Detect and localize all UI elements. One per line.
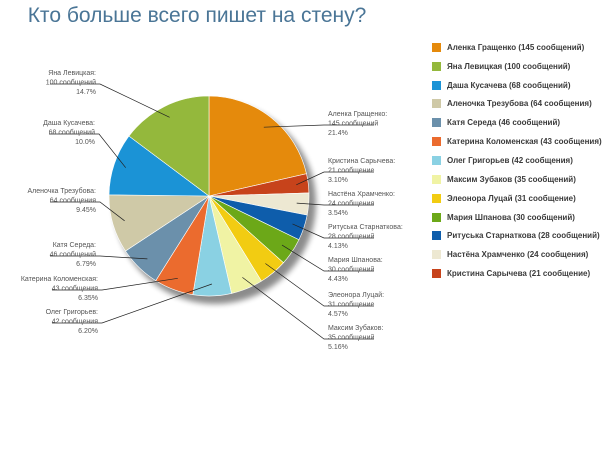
data-label-name: Яна Левицкая: — [48, 70, 96, 77]
legend-item: Настёна Храмченко (24 сообщения) — [430, 245, 602, 264]
data-label-name: Катя Середа: — [53, 242, 96, 249]
legend-swatch — [432, 212, 441, 222]
legend-item: Кристина Сарычева (21 сообщение) — [430, 264, 602, 283]
legend-label: Олег Григорьев (42 сообщения) — [447, 155, 573, 165]
legend-label: Яна Левицкая (100 сообщений) — [447, 61, 571, 71]
data-label-percent: 4.43% — [328, 276, 348, 283]
legend-item: Ритуська Старнаткова (28 сообщений) — [430, 226, 602, 245]
data-label-percent: 10.0% — [75, 139, 95, 146]
legend-label: Ритуська Старнаткова (28 сообщений) — [447, 231, 600, 241]
leader-line — [49, 133, 126, 168]
leader-line — [296, 171, 374, 186]
data-label-name: Аленочка Трезубова: — [27, 187, 96, 195]
data-label-name: Олег Григорьев: — [46, 309, 98, 316]
data-label-value: 100 сообщений — [46, 79, 96, 87]
leader-line — [50, 255, 148, 260]
legend-swatch — [432, 231, 441, 241]
data-label-percent: 21.4% — [328, 130, 348, 137]
legend-swatch — [432, 155, 441, 165]
leader-line — [242, 277, 374, 340]
leader-line — [50, 83, 170, 118]
data-label-value: 68 сообщений — [49, 129, 95, 137]
leader-line — [296, 202, 374, 206]
data-label-value: 64 сообщения — [50, 197, 96, 205]
legend-label: Кристина Сарычева (21 сообщение) — [447, 269, 591, 279]
leader-line — [50, 201, 125, 222]
data-label-name: Катерина Коломенская: — [21, 276, 98, 283]
legend-swatch — [432, 42, 441, 52]
data-label-percent: 4.13% — [328, 243, 348, 250]
legend-swatch — [432, 118, 441, 128]
legend-label: Настёна Храмченко (24 сообщения) — [447, 250, 589, 260]
data-label-value: 31 сообщение — [328, 301, 374, 309]
legend-item: Яна Левицкая (100 сообщений) — [430, 57, 602, 76]
data-label-percent: 6.79% — [76, 261, 96, 268]
legend-swatch — [432, 61, 441, 71]
chart-title: Кто больше всего пишет на стену? — [27, 4, 367, 27]
leader-line — [52, 283, 213, 324]
legend-swatch — [432, 250, 441, 260]
legend-swatch — [432, 137, 441, 147]
legend-label: Максим Зубаков (35 сообщений) — [447, 174, 576, 184]
legend-label: Аленочка Трезубова (64 сообщения) — [447, 99, 592, 109]
data-label-name: Даша Кусачева: — [43, 120, 95, 127]
legend-label: Мария Шпанова (30 сообщений) — [447, 212, 575, 222]
legend-label: Аленка Гращенко (145 сообщений) — [447, 42, 585, 52]
legend-label: Катерина Коломенская (43 сообщения) — [447, 137, 602, 147]
data-label-value: 35 сообщений — [328, 334, 374, 342]
legend-swatch — [432, 269, 441, 279]
legend-item: Максим Зубаков (35 сообщений) — [430, 170, 602, 189]
data-label-percent: 6.20% — [78, 328, 98, 335]
data-label-percent: 4.57% — [328, 311, 348, 318]
leader-line — [52, 277, 178, 291]
pie-slice — [208, 95, 307, 197]
data-label-value: 30 сообщений — [328, 266, 374, 274]
data-label-name: Аленка Гращенко: — [328, 111, 387, 118]
leader-line — [292, 223, 374, 239]
legend-label: Даша Кусачева (68 сообщений) — [447, 80, 571, 90]
data-label-value: 24 сообщения — [328, 200, 374, 208]
data-label-percent: 14.7% — [76, 89, 96, 96]
data-label-value: 145 сообщений — [328, 120, 378, 128]
chart-legend: Аленка Гращенко (145 сообщений) Яна Левиц… — [430, 38, 602, 283]
leader-line — [263, 124, 374, 128]
pie-slice — [128, 95, 210, 197]
legend-label: Катя Середа (46 сообщений) — [447, 118, 561, 128]
legend-item: Олег Григорьев (42 сообщения) — [430, 151, 602, 170]
data-label-value: 21 сообщение — [328, 167, 374, 175]
data-label-value: 42 сообщения — [52, 318, 98, 326]
legend-item: Аленка Гращенко (145 сообщений) — [430, 38, 602, 57]
data-label-name: Ритуська Старнаткова: — [328, 224, 403, 231]
legend-item: Катя Середа (46 сообщений) — [430, 113, 602, 132]
legend-swatch — [432, 193, 441, 203]
data-label-percent: 9.45% — [76, 207, 96, 214]
data-label-name: Максим Зубаков: — [328, 324, 383, 332]
data-label-name: Кристина Сарычева: — [328, 158, 395, 165]
leader-line — [281, 244, 374, 272]
data-label-name: Настёна Храмченко: — [328, 191, 395, 198]
data-label-percent: 3.54% — [328, 210, 348, 217]
data-label-percent: 5.16% — [328, 344, 348, 351]
data-label-name: Мария Шпанова: — [328, 257, 383, 264]
legend-swatch — [432, 80, 441, 90]
data-label-value: 43 сообщения — [52, 285, 98, 293]
data-label-name: Элеонора Луцай: — [328, 291, 384, 299]
data-label-percent: 6.35% — [78, 295, 98, 302]
leader-line — [265, 263, 374, 307]
data-label-value: 46 сообщений — [50, 251, 96, 259]
legend-item: Аленочка Трезубова (64 сообщения) — [430, 95, 602, 114]
legend-swatch — [432, 99, 441, 109]
legend-item: Мария Шпанова (30 сообщений) — [430, 208, 602, 227]
legend-label: Элеонора Луцай (31 сообщение) — [447, 193, 576, 203]
legend-item: Катерина Коломенская (43 сообщения) — [430, 132, 602, 151]
data-label-percent: 3.10% — [328, 177, 348, 184]
legend-item: Даша Кусачева (68 сообщений) — [430, 76, 602, 95]
legend-swatch — [432, 174, 441, 184]
legend-item: Элеонора Луцай (31 сообщение) — [430, 189, 602, 208]
data-label-value: 28 сообщений — [328, 233, 374, 241]
